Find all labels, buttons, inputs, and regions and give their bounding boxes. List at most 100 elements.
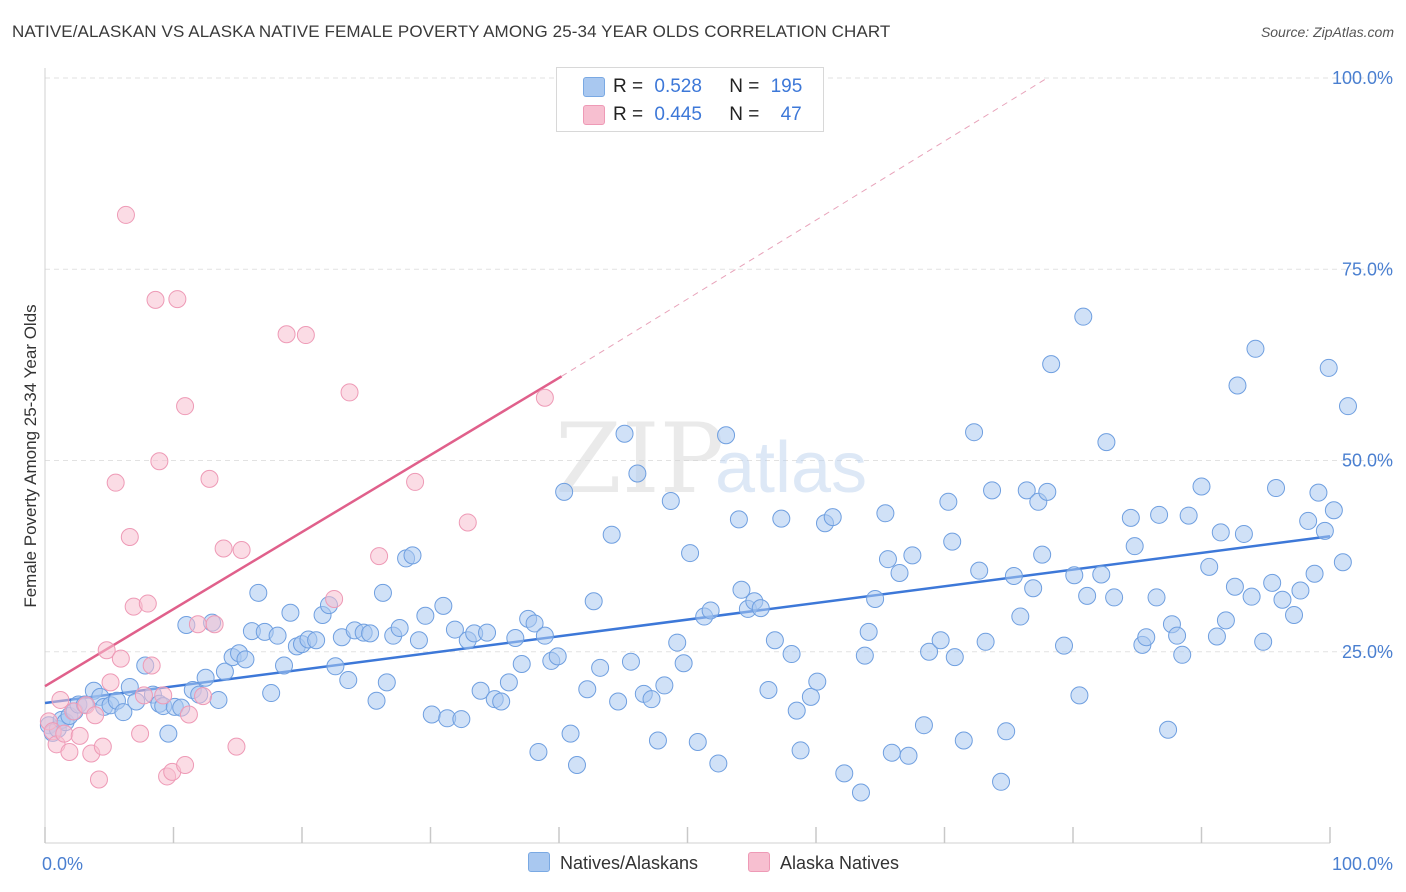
- point-alaska-natives: [146, 290, 165, 309]
- bottom-legend-label: Natives/Alaskans: [560, 853, 699, 873]
- point-natives-alaskans: [655, 676, 674, 695]
- point-alaska-natives: [535, 388, 554, 407]
- point-natives-alaskans: [791, 741, 810, 760]
- point-natives-alaskans: [1207, 627, 1226, 646]
- point-natives-alaskans: [1033, 545, 1052, 564]
- point-natives-alaskans: [1092, 565, 1111, 584]
- legend-swatch-pink: [583, 105, 605, 125]
- point-natives-alaskans: [1242, 587, 1261, 606]
- point-natives-alaskans: [1179, 506, 1198, 525]
- point-natives-alaskans: [416, 606, 435, 625]
- point-natives-alaskans: [1254, 632, 1273, 651]
- point-natives-alaskans: [390, 619, 409, 638]
- point-natives-alaskans: [1273, 590, 1292, 609]
- point-natives-alaskans: [1291, 581, 1310, 600]
- legend-r-label: R =: [613, 104, 644, 125]
- point-natives-alaskans: [434, 596, 453, 615]
- point-natives-alaskans: [976, 632, 995, 651]
- point-natives-alaskans: [609, 692, 628, 711]
- point-natives-alaskans: [943, 532, 962, 551]
- point-natives-alaskans: [903, 546, 922, 565]
- trend-lines: [44, 77, 1331, 705]
- point-natives-alaskans: [1147, 588, 1166, 607]
- point-alaska-natives: [214, 539, 233, 558]
- point-natives-alaskans: [835, 764, 854, 783]
- point-natives-alaskans: [275, 656, 294, 675]
- point-natives-alaskans: [506, 628, 525, 647]
- point-natives-alaskans: [578, 680, 597, 699]
- point-alaska-natives: [176, 397, 195, 416]
- bottom-legend-alaska-natives: Alaska Natives: [748, 852, 899, 874]
- trend-line-alaska-natives: [44, 375, 563, 688]
- point-alaska-natives: [97, 641, 116, 660]
- point-natives-alaskans: [1315, 521, 1334, 540]
- point-alaska-natives: [142, 656, 161, 675]
- point-alaska-natives: [194, 687, 213, 706]
- point-natives-alaskans: [1285, 606, 1304, 625]
- point-natives-alaskans: [339, 671, 358, 690]
- point-natives-alaskans: [983, 481, 1002, 500]
- point-natives-alaskans: [215, 662, 234, 681]
- point-alaska-natives: [134, 686, 153, 705]
- point-natives-alaskans: [668, 633, 687, 652]
- point-alaska-natives: [325, 589, 344, 608]
- point-natives-alaskans: [945, 648, 964, 667]
- point-natives-alaskans: [403, 546, 422, 565]
- watermark: ZIP atlas: [555, 403, 867, 515]
- watermark-zip: ZIP: [555, 403, 724, 515]
- legend-r-label: R =: [613, 76, 644, 97]
- point-natives-alaskans: [1263, 573, 1282, 592]
- bottom-legend-swatch-pink: [748, 852, 770, 872]
- point-natives-alaskans: [281, 603, 300, 622]
- point-natives-alaskans: [1150, 505, 1169, 524]
- point-natives-alaskans: [1105, 588, 1124, 607]
- point-natives-alaskans: [1125, 537, 1144, 556]
- point-alaska-natives: [154, 686, 173, 705]
- tick-labels: 25.0% 50.0% 75.0% 100.0% 0.0% 100.0%: [42, 68, 1393, 874]
- point-natives-alaskans: [688, 733, 707, 752]
- point-natives-alaskans: [1225, 577, 1244, 596]
- point-alaska-natives: [120, 528, 139, 546]
- point-natives-alaskans: [373, 583, 392, 602]
- point-natives-alaskans: [674, 654, 693, 673]
- y-tick-label: 50.0%: [1342, 451, 1393, 471]
- bottom-legend-natives-alaskans: Natives/Alaskans: [528, 852, 698, 874]
- point-natives-alaskans: [1017, 481, 1036, 500]
- point-natives-alaskans: [939, 492, 958, 511]
- point-natives-alaskans: [1038, 482, 1057, 501]
- point-natives-alaskans: [567, 755, 586, 774]
- point-natives-alaskans: [801, 687, 820, 706]
- point-alaska-natives: [232, 541, 251, 560]
- point-natives-alaskans: [1168, 626, 1187, 645]
- point-natives-alaskans: [1159, 720, 1178, 739]
- point-natives-alaskans: [1004, 567, 1023, 586]
- x-tick-label-min: 0.0%: [42, 854, 83, 874]
- point-natives-alaskans: [876, 504, 895, 523]
- point-natives-alaskans: [992, 772, 1011, 791]
- point-natives-alaskans: [602, 525, 621, 544]
- point-alaska-natives: [106, 473, 125, 492]
- legend-n-label: N =: [729, 76, 760, 97]
- point-alaska-natives: [227, 737, 246, 756]
- point-natives-alaskans: [954, 731, 973, 750]
- point-natives-alaskans: [648, 731, 667, 750]
- point-alaska-natives: [93, 737, 112, 756]
- point-natives-alaskans: [1078, 586, 1097, 605]
- grid-lines: [45, 77, 1395, 653]
- legend-n-label: N =: [729, 104, 760, 125]
- point-alaska-natives: [277, 325, 296, 344]
- point-natives-alaskans: [1121, 508, 1140, 527]
- point-natives-alaskans: [759, 681, 778, 699]
- point-natives-alaskans: [1324, 501, 1343, 520]
- point-natives-alaskans: [555, 482, 574, 501]
- point-natives-alaskans: [525, 614, 544, 633]
- point-natives-alaskans: [866, 589, 885, 608]
- point-natives-alaskans: [931, 631, 950, 650]
- point-natives-alaskans: [890, 563, 909, 582]
- point-alaska-natives: [179, 705, 198, 724]
- point-alaska-natives: [370, 547, 389, 566]
- point-natives-alaskans: [701, 601, 720, 620]
- point-natives-alaskans: [729, 510, 748, 529]
- point-natives-alaskans: [621, 652, 640, 671]
- point-alaska-natives: [138, 594, 157, 613]
